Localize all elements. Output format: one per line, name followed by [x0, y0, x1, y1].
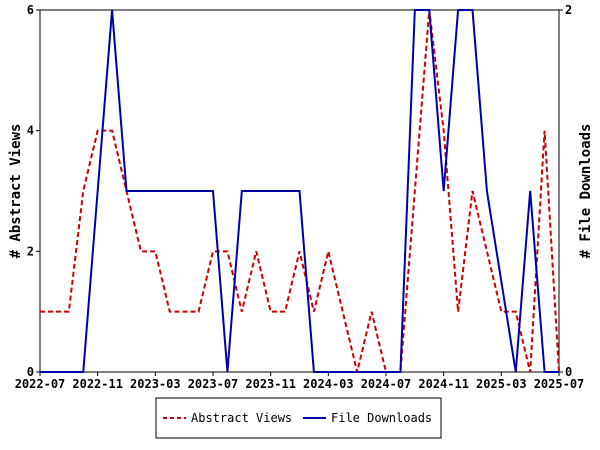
right-axis-title: # File Downloads — [578, 124, 594, 259]
x-tick-label-2023-03: 2023-03 — [130, 377, 181, 391]
x-tick-label-2022-07: 2022-07 — [15, 377, 66, 391]
left-tick-label-4: 4 — [27, 124, 34, 138]
right-tick-label-0: 0 — [565, 365, 572, 379]
x-tick-label-2022-11: 2022-11 — [72, 377, 123, 391]
legend-label-abstract-views: Abstract Views — [191, 411, 292, 425]
x-tick-label-2023-11: 2023-11 — [245, 377, 296, 391]
left-axis-title: # Abstract Views — [8, 124, 24, 259]
x-tick-label-2024-03: 2024-03 — [303, 377, 354, 391]
legend-label-file-downloads: File Downloads — [331, 411, 432, 425]
x-tick-label-2025-03: 2025-03 — [476, 377, 527, 391]
right-tick-label-2: 2 — [565, 3, 572, 17]
ticks-layer: 2022-07 2022-11 2023-03 2023-07 2023-11 2024-… — [15, 3, 585, 391]
series-line-file-downloads — [40, 9, 559, 373]
x-tick-label-2023-07: 2023-07 — [188, 377, 239, 391]
series-layer — [40, 9, 560, 373]
left-tick-label-6: 6 — [27, 3, 34, 17]
x-tick-label-2024-11: 2024-11 — [418, 377, 469, 391]
x-tick-label-2024-07: 2024-07 — [361, 377, 412, 391]
legend-frame — [155, 397, 442, 439]
x-tick-label-2025-07: 2025-07 — [534, 377, 585, 391]
left-tick-label-0: 0 — [27, 365, 34, 379]
legend: Abstract Views File Downloads — [155, 397, 442, 439]
left-tick-label-2: 2 — [27, 244, 34, 258]
